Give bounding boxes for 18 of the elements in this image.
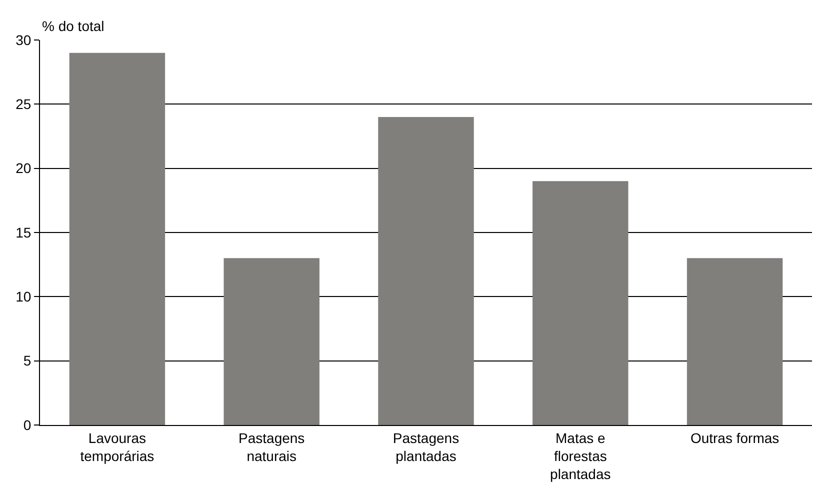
bar xyxy=(532,181,628,425)
bar xyxy=(378,117,474,425)
y-tick-label: 5 xyxy=(23,352,32,369)
x-tick-label: Pastagens naturais xyxy=(238,430,305,464)
y-tick-label: 25 xyxy=(16,96,32,112)
y-tick-label: 15 xyxy=(16,224,32,240)
bar xyxy=(69,52,166,425)
bar xyxy=(224,258,320,425)
y-tick-label: 10 xyxy=(16,288,32,305)
x-tick-label: Lavouras temporárias xyxy=(80,430,154,464)
y-axis-title: % do total xyxy=(42,18,104,34)
x-tick-label: Pastagens plantadas xyxy=(392,430,460,464)
bar xyxy=(686,258,783,425)
x-tick-label: Matas e florestas plantadas xyxy=(550,430,611,482)
y-tick-label: 30 xyxy=(16,32,32,48)
y-tick-label: 0 xyxy=(23,416,32,433)
y-tick-label: 20 xyxy=(16,160,32,176)
x-tick-label: Outras formas xyxy=(690,430,780,446)
